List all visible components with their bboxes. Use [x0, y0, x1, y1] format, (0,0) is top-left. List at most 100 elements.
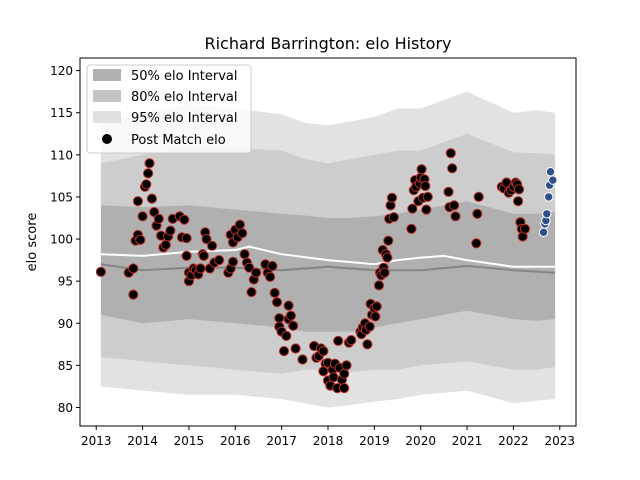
post-match-point: [445, 148, 456, 159]
legend-swatch-80: [93, 90, 121, 102]
trend-lines: [100, 245, 556, 274]
legend-label-80: 80% elo Interval: [131, 90, 238, 105]
recent-point: [542, 209, 552, 219]
post-match-point: [198, 250, 209, 261]
post-match-point: [269, 287, 280, 298]
post-match-point: [195, 263, 206, 274]
post-match-point: [207, 240, 218, 251]
post-match-point: [333, 335, 344, 346]
legend-swatch-95: [93, 111, 121, 123]
post-match-point: [135, 234, 146, 245]
post-match-point: [285, 310, 296, 321]
post-match-point: [181, 233, 192, 244]
post-match-point: [472, 208, 483, 219]
post-match-point: [513, 196, 524, 207]
post-match-point: [388, 212, 399, 223]
x-tick-label: 2023: [545, 434, 576, 448]
post-match-point: [132, 196, 143, 207]
post-match-point: [160, 239, 171, 250]
legend-label-point: Post Match elo: [131, 133, 226, 148]
post-match-point: [288, 320, 299, 331]
post-match-point: [364, 321, 375, 332]
post-match-point: [95, 266, 107, 277]
post-match-point: [281, 330, 292, 341]
post-match-point: [290, 343, 301, 354]
interval-bands: [100, 91, 556, 408]
post-match-point: [278, 346, 290, 357]
x-tick-label: 2018: [313, 434, 344, 448]
post-match-point: [318, 366, 329, 377]
post-match-point: [373, 280, 385, 291]
post-match-point: [251, 267, 262, 278]
post-match-point: [382, 252, 393, 263]
x-axis: 2013 2014 2015 2016 2017 2018 2019 2020 2021 2022…: [81, 426, 575, 448]
y-tick-label: 85: [58, 359, 73, 373]
post-match-point: [271, 297, 283, 308]
post-match-point: [128, 263, 139, 274]
x-tick-label: 2014: [127, 434, 158, 448]
x-tick-label: 2022: [498, 434, 529, 448]
y-axis: 80 85 90 95 100 105 110 115 120: [50, 64, 80, 415]
y-tick-label: 95: [58, 275, 73, 289]
post-match-point: [244, 262, 255, 273]
post-match-point: [449, 200, 460, 211]
post-match-point: [128, 289, 139, 300]
post-match-point: [421, 204, 432, 215]
post-match-point: [246, 287, 257, 298]
post-match-point: [283, 300, 294, 311]
post-match-point: [447, 163, 458, 174]
y-axis-label: elo score: [25, 213, 40, 272]
x-tick-label: 2021: [452, 434, 483, 448]
recent-point: [538, 227, 549, 238]
post-match-point: [386, 192, 398, 203]
post-match-point: [341, 360, 352, 371]
post-match-point: [339, 368, 350, 379]
y-tick-label: 115: [50, 106, 73, 120]
x-tick-label: 2017: [266, 434, 297, 448]
post-match-point: [318, 346, 329, 357]
post-match-point: [201, 234, 212, 245]
post-match-points: [95, 148, 558, 394]
post-match-point: [450, 211, 461, 222]
chart-title: Richard Barrington: elo History: [204, 34, 451, 53]
post-match-point: [137, 211, 148, 222]
post-match-point: [165, 225, 176, 236]
post-match-point: [181, 250, 192, 261]
post-match-point: [237, 228, 248, 239]
post-match-point: [144, 158, 155, 169]
post-match-point: [153, 213, 164, 224]
x-tick-label: 2015: [174, 434, 205, 448]
recent-point: [545, 167, 556, 177]
recent-point: [548, 175, 558, 185]
post-match-point: [274, 313, 285, 324]
x-tick-label: 2013: [81, 434, 112, 448]
post-match-point: [267, 260, 278, 272]
median-line: [100, 263, 556, 274]
y-tick-label: 120: [50, 64, 73, 78]
legend-box: [86, 64, 252, 154]
post-match-point: [383, 235, 394, 246]
post-match-point: [519, 223, 531, 234]
post-match-point: [473, 191, 484, 202]
post-match-point: [265, 271, 276, 282]
y-tick-label: 110: [50, 148, 73, 162]
legend: 50% elo Interval 80% elo Interval 95% el…: [86, 64, 252, 154]
legend-label-50: 50% elo Interval: [131, 69, 238, 84]
post-match-point: [370, 311, 381, 322]
post-match-point: [179, 214, 190, 225]
post-match-point: [371, 301, 382, 312]
post-match-point: [146, 193, 157, 204]
post-match-point: [407, 203, 418, 214]
legend-label-95: 95% elo Interval: [131, 111, 238, 126]
post-match-point: [513, 184, 525, 195]
post-match-point: [406, 223, 417, 234]
y-tick-label: 105: [50, 190, 73, 204]
post-match-point: [227, 256, 239, 267]
mean-line: [100, 245, 556, 268]
post-match-point: [339, 383, 350, 394]
y-tick-label: 90: [58, 317, 73, 331]
legend-marker-point: [102, 134, 112, 144]
post-match-point: [362, 339, 373, 350]
post-match-point: [346, 335, 357, 346]
